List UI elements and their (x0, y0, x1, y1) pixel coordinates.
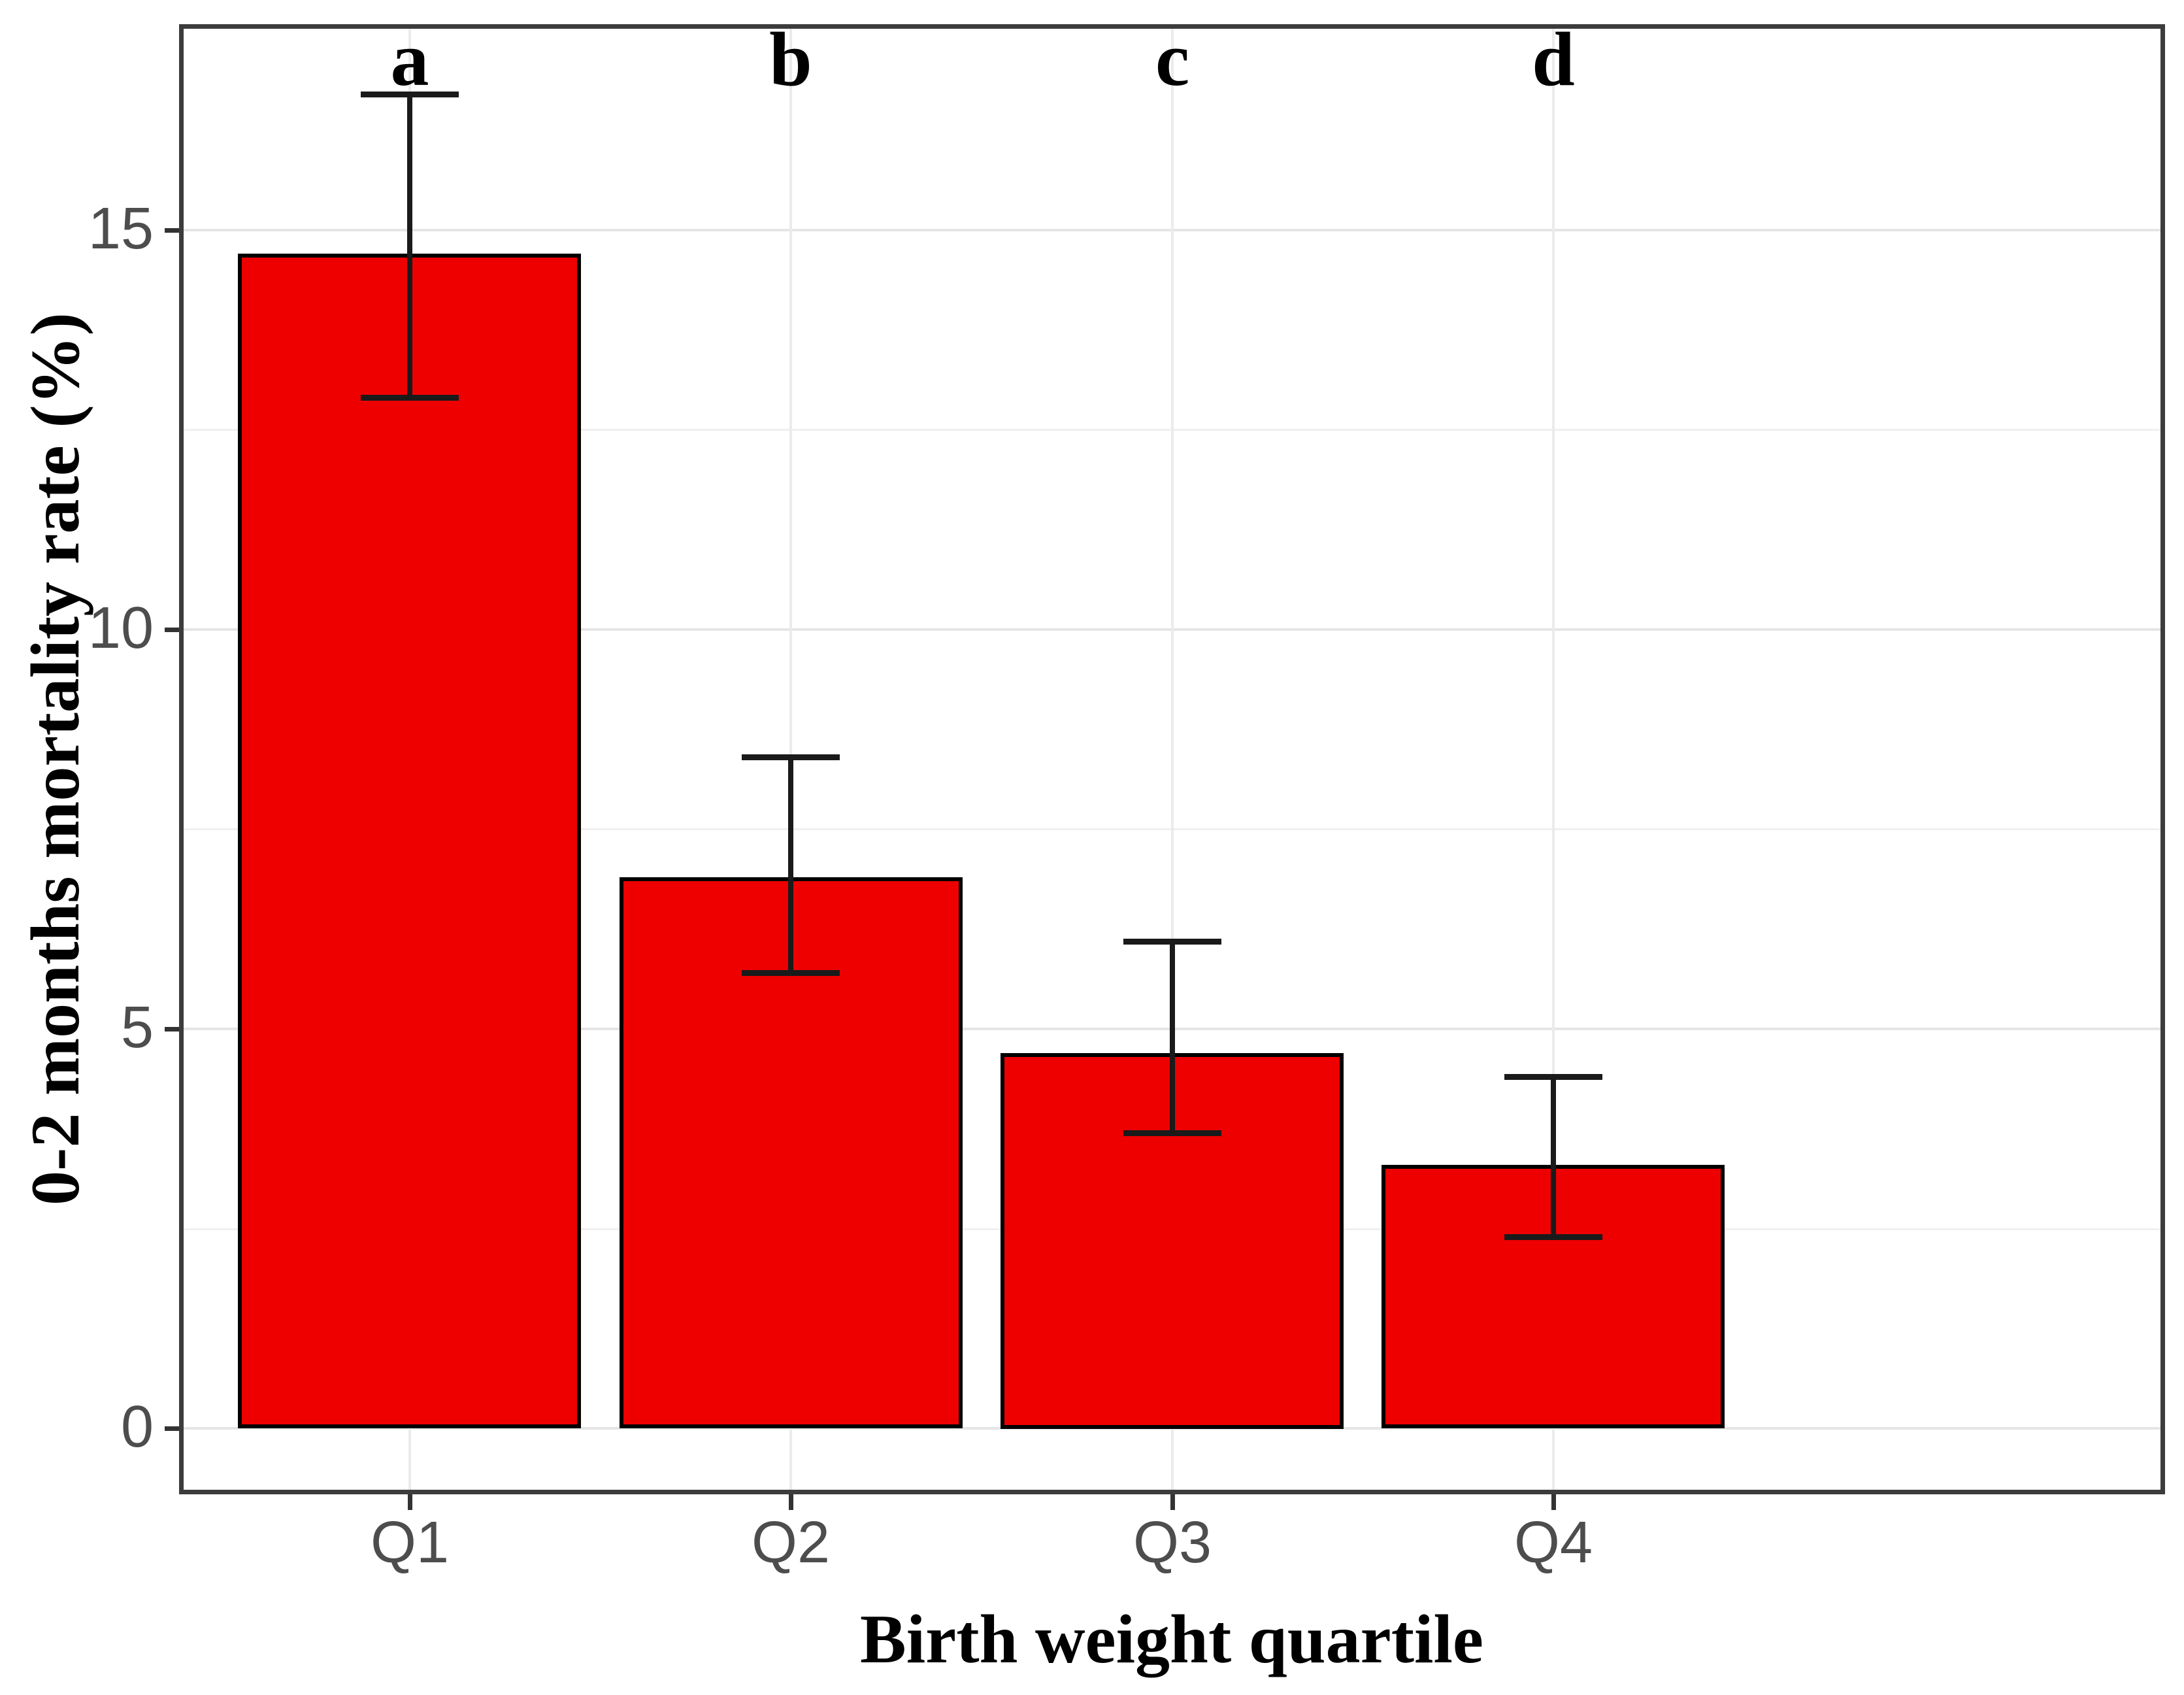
significance-letter-c: c (1155, 16, 1190, 102)
bar-q1 (238, 254, 581, 1428)
significance-letter-d: d (1532, 16, 1575, 102)
x-axis-tick (408, 1492, 412, 1510)
y-axis-tick-label: 15 (88, 196, 154, 261)
y-axis-tick (165, 228, 181, 233)
errorbar-cap-bottom (742, 970, 840, 976)
x-axis-tick-label: Q2 (751, 1510, 831, 1575)
y-axis-tick (165, 1027, 181, 1032)
y-axis-tick (165, 1426, 181, 1431)
significance-letter-a: a (390, 16, 429, 102)
errorbar-stem (1551, 1077, 1556, 1236)
y-axis-tick-label: 10 (88, 596, 154, 661)
errorbar-stem (407, 94, 412, 397)
errorbar-cap-top (1123, 939, 1221, 945)
x-axis-tick (1551, 1492, 1556, 1510)
x-axis-tick (789, 1492, 793, 1510)
grid-major-line (181, 229, 2163, 231)
y-axis-tick (165, 628, 181, 632)
errorbar-cap-top (1504, 1074, 1602, 1080)
x-axis-title: Birth weight quartile (860, 1601, 1483, 1677)
y-axis-tick-label: 0 (120, 1394, 154, 1460)
y-axis-tick-label: 5 (120, 995, 154, 1060)
errorbar-cap-top (361, 92, 459, 97)
x-axis-tick-label: Q3 (1133, 1510, 1212, 1575)
errorbar-cap-bottom (1123, 1130, 1221, 1136)
errorbar-cap-bottom (361, 395, 459, 401)
errorbar-cap-top (742, 754, 840, 760)
x-axis-tick-label: Q4 (1514, 1510, 1593, 1575)
y-axis-title: 0-2 months mortality rate (%) (17, 312, 93, 1205)
x-axis-tick (1170, 1492, 1175, 1510)
x-axis-tick-label: Q1 (370, 1510, 450, 1575)
errorbar-cap-bottom (1504, 1234, 1602, 1240)
errorbar-stem (1170, 941, 1175, 1133)
significance-letter-b: b (769, 16, 812, 102)
errorbar-stem (788, 757, 793, 973)
